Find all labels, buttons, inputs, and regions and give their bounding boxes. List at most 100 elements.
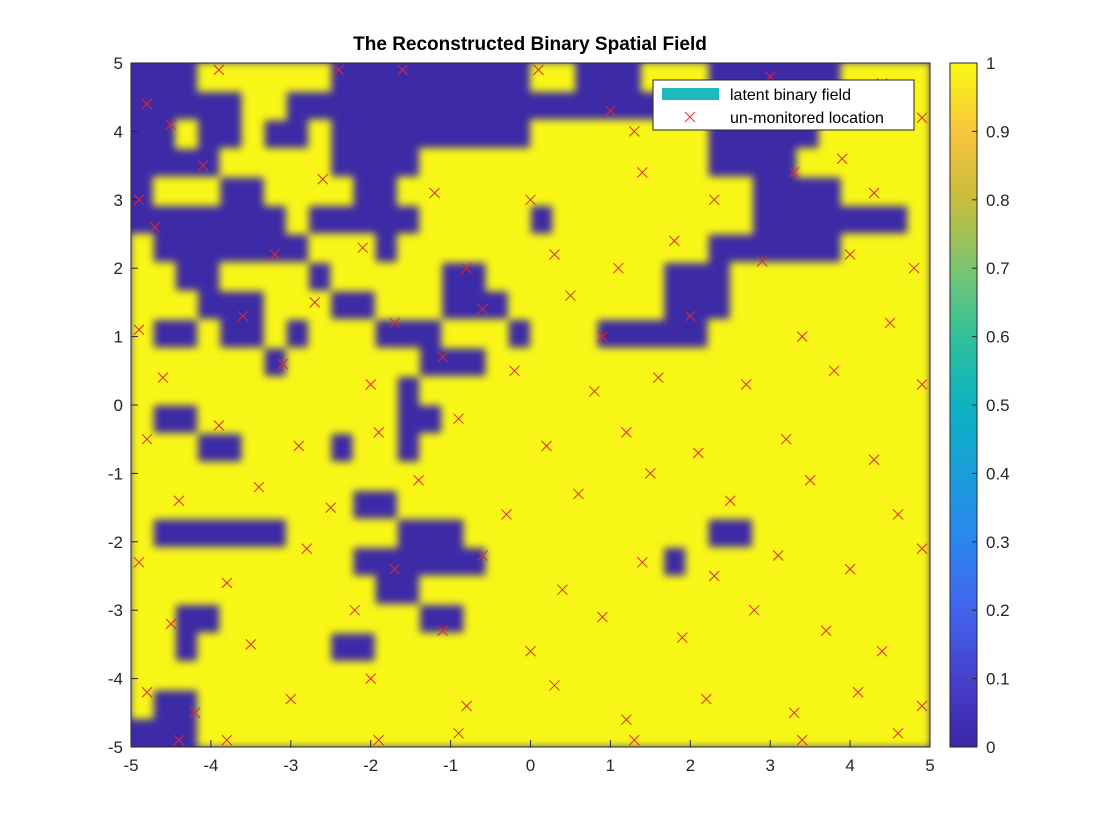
field-cell xyxy=(907,689,930,719)
unmonitored-marker xyxy=(740,379,752,390)
field-cell xyxy=(530,404,554,434)
field-cell xyxy=(729,490,753,520)
field-cell xyxy=(663,661,687,691)
field-cell xyxy=(840,718,864,747)
field-cell xyxy=(507,632,531,662)
field-cell xyxy=(308,575,332,605)
field-cell xyxy=(352,376,376,406)
field-cell xyxy=(796,575,820,605)
y-tick-label: 3 xyxy=(114,191,123,210)
field-cell xyxy=(352,347,376,377)
colorbar-tick-label: 0.2 xyxy=(986,601,1010,620)
field-cell xyxy=(751,433,776,463)
field-cell xyxy=(285,718,310,747)
field-cell xyxy=(818,376,842,406)
field-cell xyxy=(596,461,620,491)
unmonitored-marker xyxy=(916,379,928,390)
field-cell xyxy=(862,262,887,292)
field-cell xyxy=(131,490,154,520)
field-cell xyxy=(574,233,598,263)
field-cell xyxy=(197,718,221,747)
field-cell xyxy=(907,604,930,634)
field-cell xyxy=(596,404,620,434)
field-cell xyxy=(131,433,154,463)
field-cell xyxy=(263,262,287,292)
field-cell xyxy=(774,433,798,463)
field-cell xyxy=(507,148,531,178)
field-cell xyxy=(552,205,576,235)
unmonitored-marker xyxy=(828,365,840,377)
field-cell xyxy=(685,547,709,577)
field-cell xyxy=(663,575,687,605)
unmonitored-marker xyxy=(317,173,329,185)
field-cell xyxy=(729,461,753,491)
unmonitored-marker xyxy=(724,495,736,507)
field-cell xyxy=(685,632,709,662)
field-cell xyxy=(685,604,709,634)
field-cell xyxy=(552,119,576,149)
field-cell xyxy=(707,718,731,747)
field-cell xyxy=(241,718,265,747)
field-cell xyxy=(751,290,776,320)
field-cell xyxy=(174,347,199,377)
field-cell xyxy=(707,575,731,605)
field-cell xyxy=(885,376,909,406)
field-cell xyxy=(131,290,154,320)
field-cell xyxy=(640,632,665,662)
field-cell xyxy=(885,490,909,520)
field-cell xyxy=(796,490,820,520)
x-tick-label: 1 xyxy=(606,756,615,775)
field-cell xyxy=(152,290,176,320)
field-cell xyxy=(907,347,930,377)
field-cell xyxy=(685,176,709,206)
y-tick-label: 2 xyxy=(114,259,123,278)
unmonitored-marker xyxy=(637,167,648,178)
field-cell xyxy=(197,547,221,577)
field-cell xyxy=(685,718,709,747)
field-cell xyxy=(751,689,776,719)
unmonitored-marker xyxy=(173,734,185,746)
y-tick-label: 4 xyxy=(114,122,123,141)
field-cell xyxy=(552,63,576,92)
field-cell xyxy=(685,461,709,491)
field-cell xyxy=(308,718,332,747)
field-cell xyxy=(618,262,642,292)
field-cell xyxy=(419,632,443,662)
x-tick-label: -2 xyxy=(363,756,378,775)
unmonitored-marker xyxy=(277,358,289,370)
unmonitored-marker xyxy=(373,427,385,438)
unmonitored-marker xyxy=(477,550,488,561)
field-cell xyxy=(840,319,864,349)
field-cell xyxy=(241,461,265,491)
field-cell xyxy=(663,176,687,206)
unmonitored-marker xyxy=(285,693,297,705)
field-cell xyxy=(885,461,909,491)
field-cell xyxy=(463,518,487,548)
field-cell xyxy=(530,689,554,719)
unmonitored-marker xyxy=(373,734,385,746)
field-cell xyxy=(219,461,243,491)
unmonitored-marker xyxy=(189,707,201,719)
field-cell xyxy=(263,433,287,463)
field-cell xyxy=(818,490,842,520)
field-cell xyxy=(285,632,310,662)
field-cell xyxy=(308,376,332,406)
field-cell xyxy=(640,347,665,377)
field-cell xyxy=(685,433,709,463)
field-cell xyxy=(396,262,421,292)
field-cell xyxy=(774,347,798,377)
field-cell xyxy=(485,490,509,520)
field-cell xyxy=(818,461,842,491)
field-cell xyxy=(574,148,598,178)
unmonitored-marker xyxy=(437,625,448,637)
field-cell xyxy=(840,490,864,520)
field-cell xyxy=(818,718,842,747)
field-cell xyxy=(729,604,753,634)
field-cell xyxy=(729,176,753,206)
colorbar: 0 0.1 0.2 0.3 0.4 0.5 0.6 0.7 0.8 0.9 1 xyxy=(949,54,1010,757)
field-cell xyxy=(618,661,642,691)
colorbar-tick-label: 1 xyxy=(986,54,995,73)
field-cell xyxy=(308,604,332,634)
field-cell xyxy=(774,689,798,719)
field-cell xyxy=(131,233,154,263)
